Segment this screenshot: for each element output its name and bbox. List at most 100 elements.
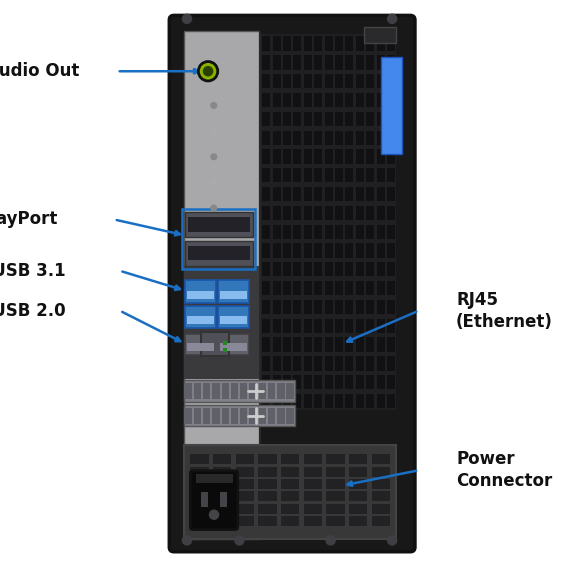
Bar: [366, 149, 374, 164]
Bar: [377, 356, 385, 370]
Bar: [356, 149, 364, 164]
Bar: [377, 55, 385, 70]
Bar: [387, 319, 395, 333]
Bar: [294, 131, 302, 145]
Bar: [372, 491, 390, 502]
Bar: [366, 262, 374, 276]
Bar: [213, 504, 231, 514]
Bar: [283, 149, 291, 164]
Bar: [325, 281, 332, 295]
Bar: [372, 479, 390, 489]
Bar: [249, 408, 256, 424]
Bar: [304, 55, 312, 70]
Bar: [325, 206, 332, 220]
Bar: [304, 187, 312, 201]
Bar: [283, 206, 291, 220]
Circle shape: [211, 103, 217, 108]
Bar: [187, 316, 214, 324]
Bar: [314, 319, 322, 333]
Bar: [335, 243, 343, 258]
Bar: [325, 375, 332, 389]
Bar: [377, 168, 385, 182]
Bar: [262, 131, 270, 145]
Bar: [327, 516, 344, 526]
Bar: [185, 306, 216, 328]
Bar: [304, 504, 322, 514]
Bar: [283, 337, 291, 352]
Bar: [223, 341, 227, 345]
Circle shape: [210, 510, 219, 519]
Bar: [262, 300, 270, 314]
Bar: [377, 131, 385, 145]
Bar: [223, 348, 227, 352]
Bar: [294, 74, 302, 88]
Bar: [327, 467, 344, 477]
Bar: [377, 187, 385, 201]
Bar: [294, 187, 302, 201]
Bar: [387, 337, 395, 352]
Bar: [366, 300, 374, 314]
Bar: [356, 243, 364, 258]
Bar: [236, 467, 254, 477]
Bar: [184, 405, 295, 426]
Bar: [213, 454, 231, 464]
Bar: [335, 36, 343, 51]
Bar: [286, 383, 294, 399]
Bar: [262, 225, 270, 239]
Bar: [366, 93, 374, 107]
Bar: [304, 516, 322, 526]
FancyBboxPatch shape: [190, 471, 238, 530]
Bar: [356, 55, 364, 70]
Bar: [304, 454, 322, 464]
Bar: [335, 319, 343, 333]
Text: [x2] USB 2.0: [x2] USB 2.0: [0, 302, 66, 320]
Bar: [387, 300, 395, 314]
Bar: [268, 383, 275, 399]
Bar: [222, 383, 229, 399]
Bar: [314, 187, 322, 201]
Bar: [345, 93, 353, 107]
Bar: [184, 380, 295, 402]
Bar: [281, 479, 299, 489]
Bar: [283, 74, 291, 88]
Bar: [335, 225, 343, 239]
Bar: [366, 281, 374, 295]
Bar: [325, 168, 332, 182]
Bar: [377, 149, 385, 164]
Bar: [194, 383, 201, 399]
Circle shape: [182, 536, 192, 545]
Bar: [325, 112, 332, 126]
Bar: [356, 168, 364, 182]
Bar: [294, 300, 302, 314]
Bar: [335, 375, 343, 389]
Bar: [349, 479, 367, 489]
Bar: [356, 187, 364, 201]
Bar: [304, 149, 312, 164]
Bar: [283, 262, 291, 276]
Bar: [294, 243, 302, 258]
Bar: [345, 356, 353, 370]
Bar: [387, 93, 395, 107]
Bar: [220, 316, 247, 324]
Bar: [294, 225, 302, 239]
Circle shape: [388, 14, 397, 23]
Bar: [258, 516, 276, 526]
Bar: [314, 300, 322, 314]
Bar: [314, 225, 322, 239]
Bar: [335, 356, 343, 370]
Bar: [345, 55, 353, 70]
Bar: [188, 217, 250, 232]
Bar: [325, 337, 332, 352]
Bar: [262, 74, 270, 88]
Circle shape: [388, 536, 397, 545]
Bar: [258, 491, 276, 502]
Bar: [377, 262, 385, 276]
Bar: [377, 337, 385, 352]
Bar: [262, 337, 270, 352]
Bar: [345, 168, 353, 182]
Bar: [356, 93, 364, 107]
Bar: [377, 281, 385, 295]
Bar: [325, 262, 332, 276]
Text: Audio Out: Audio Out: [0, 62, 80, 80]
FancyBboxPatch shape: [169, 15, 415, 552]
